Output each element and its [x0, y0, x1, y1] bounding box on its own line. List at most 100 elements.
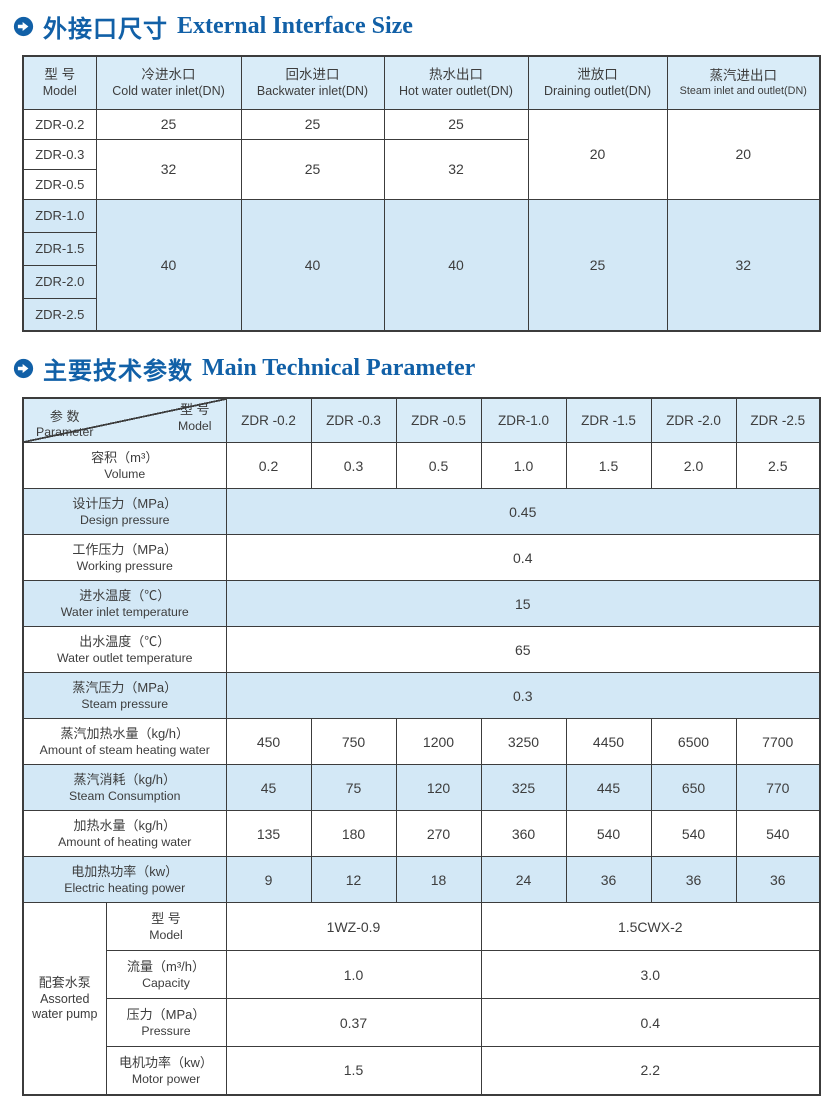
param-value-merged: 15 [225, 580, 821, 627]
pump-label-en: Model [149, 927, 183, 942]
table1-header-cold-water-inlet: 冷进水口 Cold water inlet(DN) [95, 55, 242, 110]
header-drain-zh: 泄放口 [577, 67, 618, 83]
table2-header-zdr-1.5: ZDR -1.5 [565, 397, 652, 443]
pump-label-en: Motor power [131, 1071, 201, 1086]
param-label-zh: 蒸汽压力（MPa） [72, 680, 178, 696]
table-row-zdr-0.5: ZDR-0.5 [22, 168, 820, 200]
param-label-zh: 工作压力（MPa） [72, 542, 178, 558]
steam-inlet-outlet-value-merged: 32 [666, 198, 821, 332]
param-label-en: Amount of steam heating water [39, 742, 210, 757]
pump-value-right: 2.2 [480, 1046, 821, 1095]
param-row-steam-heating-water: 蒸汽加热水量（kg/h） Amount of steam heating wat… [22, 718, 821, 765]
param-value: 445 [565, 764, 652, 811]
pump-label-zh: 流量（m³/h） [126, 959, 205, 975]
header-hot-zh: 热水出口 [429, 67, 483, 83]
corner-model-label: 型 号 Model [178, 401, 212, 433]
param-label-en: Steam pressure [81, 696, 169, 711]
param-label-zh: 出水温度（℃） [79, 634, 171, 650]
table1-header-row: 型 号 Model 冷进水口 Cold water inlet(DN) 回水进口… [22, 55, 821, 110]
param-label-zh: 电加热功率（kw） [71, 864, 179, 880]
hot-outlet-value-merged: 40 [383, 198, 529, 332]
table-row-zdr-0.3: ZDR-0.3 32 25 32 [22, 138, 820, 200]
param-label-zh: 设计压力（MPa） [72, 496, 178, 512]
steam-inlet-outlet-value-merged: 20 [666, 108, 821, 200]
pump-value-left: 0.37 [225, 998, 482, 1047]
model-cell: ZDR-0.5 [22, 168, 97, 200]
main-technical-parameter-title: 主要技术参数 Main Technical Parameter [13, 351, 830, 386]
pump-group-en2: water pump [32, 1007, 98, 1022]
param-row-design-pressure: 设计压力（MPa） Design pressure 0.45 [22, 488, 821, 535]
external-interface-table: 型 号 Model 冷进水口 Cold water inlet(DN) 回水进口… [22, 55, 821, 332]
pump-label-en: Pressure [141, 1023, 191, 1038]
param-value: 135 [225, 810, 312, 857]
pump-label-zh: 型 号 [151, 911, 181, 927]
param-value: 24 [480, 856, 567, 903]
param-row-electric-heating-power: 电加热功率（kw） Electric heating power 9 12 18… [22, 856, 821, 903]
param-label: 进水温度（℃） Water inlet temperature [22, 580, 227, 627]
pump-param-label: 型 号 Model [105, 902, 227, 951]
param-value: 0.2 [225, 442, 312, 489]
model-cell: ZDR-1.0 [22, 198, 97, 233]
param-value: 4450 [565, 718, 652, 765]
param-label: 出水温度（℃） Water outlet temperature [22, 626, 227, 673]
main-technical-parameter-table: 型 号 Model 参 数 Parameter ZDR -0.2 ZDR -0.… [22, 397, 821, 1096]
param-value: 540 [650, 810, 737, 857]
corner-param-en: Parameter [36, 425, 94, 440]
pump-value-right: 3.0 [480, 950, 821, 999]
pump-param-label: 流量（m³/h） Capacity [105, 950, 227, 999]
param-value: 0.3 [310, 442, 397, 489]
param-value: 450 [225, 718, 312, 765]
param-value: 360 [480, 810, 567, 857]
param-row-working-pressure: 工作压力（MPa） Working pressure 0.4 [22, 534, 821, 581]
header-cold-zh: 冷进水口 [141, 67, 196, 83]
header-cold-en: Cold water inlet(DN) [112, 84, 225, 99]
param-label-en: Water outlet temperature [56, 650, 193, 665]
param-label-en: Design pressure [79, 512, 170, 527]
param-row-volume: 容积（m³） Volume 0.2 0.3 0.5 1.0 1.5 2.0 2.… [22, 442, 821, 489]
param-value: 2.5 [735, 442, 821, 489]
param-label-zh: 蒸汽加热水量（kg/h） [60, 726, 190, 742]
pump-value-left: 1WZ-0.9 [225, 902, 482, 951]
model-cell: ZDR-0.2 [22, 108, 97, 140]
table-row-zdr-1.0: ZDR-1.0 40 40 40 25 32 [22, 198, 821, 332]
pump-row-model: 配套水泵 Assorted water pump 型 号 Model 1WZ-0… [22, 902, 821, 1095]
header-drain-en: Draining outlet(DN) [544, 84, 651, 99]
draining-outlet-value-merged: 20 [527, 108, 668, 200]
param-row-water-inlet-temperature: 进水温度（℃） Water inlet temperature 15 [22, 580, 821, 627]
header-steam-zh: 蒸汽进出口 [709, 68, 778, 84]
param-value: 3250 [480, 718, 567, 765]
param-value: 0.5 [395, 442, 482, 489]
table1-header-draining-outlet: 泄放口 Draining outlet(DN) [527, 55, 668, 110]
pump-group-zh: 配套水泵 [38, 975, 91, 991]
table2-header-row: 型 号 Model 参 数 Parameter ZDR -0.2 ZDR -0.… [22, 397, 821, 443]
param-value: 270 [395, 810, 482, 857]
table2-header-zdr-0.3: ZDR -0.3 [310, 397, 397, 443]
param-value-merged: 0.4 [225, 534, 821, 581]
pump-value-left: 1.0 [225, 950, 482, 999]
table2-header-zdr-2.0: ZDR -2.0 [650, 397, 737, 443]
model-cell: ZDR-0.3 [22, 138, 97, 170]
param-label: 蒸汽压力（MPa） Steam pressure [22, 672, 227, 719]
param-value: 1.5 [565, 442, 652, 489]
section2-title-zh: 主要技术参数 [43, 359, 193, 385]
cold-inlet-value: 25 [95, 108, 242, 140]
table-row-zdr-0.2: ZDR-0.2 25 25 25 20 20 [22, 108, 821, 200]
section1-title-zh: 外接口尺寸 [43, 17, 168, 43]
param-label: 容积（m³） Volume [22, 442, 227, 489]
arrow-right-circle-icon [13, 16, 34, 37]
backwater-inlet-value: 25 [240, 108, 385, 140]
external-interface-title: 外接口尺寸 External Interface Size [13, 9, 830, 44]
table2-header-zdr-0.5: ZDR -0.5 [395, 397, 482, 443]
corner-model-zh: 型 号 [179, 402, 210, 417]
header-model-zh: 型 号 [44, 67, 76, 83]
hot-outlet-value-merged: 32 [383, 138, 529, 200]
pump-label-zh: 压力（MPa） [126, 1007, 206, 1023]
pump-label-en: Capacity [142, 975, 190, 990]
param-label: 设计压力（MPa） Design pressure [22, 488, 227, 535]
param-label: 蒸汽加热水量（kg/h） Amount of steam heating wat… [22, 718, 227, 765]
corner-model-en: Model [178, 418, 212, 433]
param-label: 电加热功率（kw） Electric heating power [22, 856, 227, 903]
arrow-right-circle-icon [13, 358, 34, 379]
table2-header-zdr-1.0: ZDR-1.0 [480, 397, 567, 443]
param-row-steam-consumption: 蒸汽消耗（kg/h） Steam Consumption 45 75 120 3… [22, 764, 821, 811]
